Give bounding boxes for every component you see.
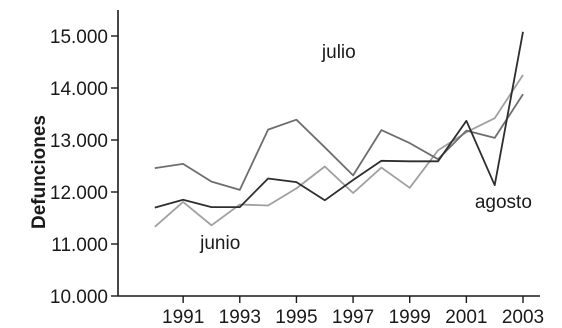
x-tick-label: 1991 xyxy=(162,307,204,328)
series-label-junio: junio xyxy=(199,233,240,254)
ticks-layer: 10.000 11.000 12.000 13.000 14.000 15.000 1991… xyxy=(50,27,544,328)
y-tick-label: 14.000 xyxy=(50,79,108,100)
y-axis-label: Defunciones xyxy=(29,115,50,229)
x-tick-label: 2001 xyxy=(445,307,487,328)
axes-layer xyxy=(117,10,540,297)
y-tick-label: 15.000 xyxy=(50,27,108,48)
y-tick-label: 13.000 xyxy=(50,131,108,152)
series-label-julio: julio xyxy=(321,42,356,63)
series-label-agosto: agosto xyxy=(475,192,532,213)
series-labels-layer: junio julio agosto xyxy=(199,42,532,254)
series-line-julio xyxy=(154,93,524,191)
x-tick-label: 1997 xyxy=(332,307,374,328)
y-tick-label: 11.000 xyxy=(51,235,108,256)
series-line-junio xyxy=(154,74,524,228)
y-tick-label: 12.000 xyxy=(50,183,108,204)
x-tick-label: 1999 xyxy=(389,307,431,328)
series-line-agosto xyxy=(154,31,524,209)
x-tick-label: 1995 xyxy=(275,307,317,328)
y-tick-label: 10.000 xyxy=(50,287,108,308)
x-tick-label: 1993 xyxy=(219,307,261,328)
series-layer xyxy=(154,31,524,228)
x-tick-label: 2003 xyxy=(502,307,544,328)
